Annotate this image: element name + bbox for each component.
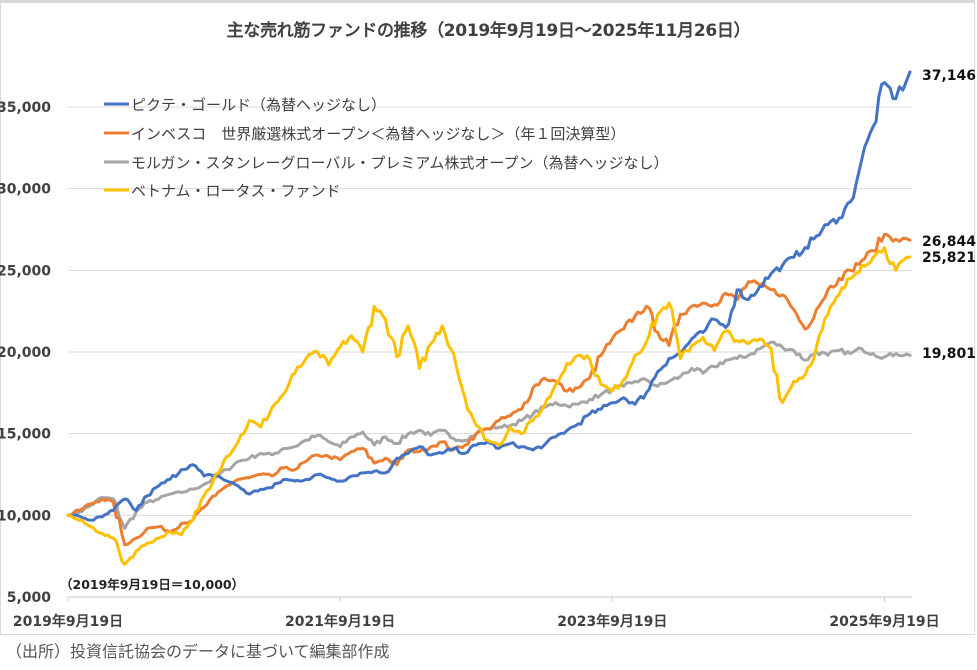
- end-value-label: 37,146: [922, 68, 976, 84]
- y-tick-label: 35,000: [0, 100, 51, 116]
- series-lines: [66, 70, 912, 566]
- y-axis-ticks: 5,000 10,000 15,000 20,000 25,000 30,000 35,00…: [0, 100, 51, 606]
- legend-entry: ベトナム・ロータス・ファンド: [131, 182, 341, 200]
- base-value-annotation: （2019年9月19日＝10,000）: [60, 577, 244, 592]
- legend-entry: モルガン・スタンレーグローバル・プレミアム株式オープン（為替ヘッジなし）: [131, 154, 668, 172]
- x-tick-label: 2021年9月19日: [285, 613, 395, 630]
- series-line-1: [66, 232, 912, 547]
- y-tick-label: 30,000: [0, 182, 51, 198]
- x-tick-label: 2025年9月19日: [829, 613, 939, 630]
- y-tick-label: 20,000: [0, 345, 51, 361]
- y-tick-label: 25,000: [0, 263, 51, 279]
- legend-entry: インベスコ 世界厳選株式オープン＜為替ヘッジなし＞（年１回決算型）: [131, 125, 625, 143]
- y-tick-label: 15,000: [0, 427, 51, 443]
- x-tick-label: 2023年9月19日: [557, 613, 667, 630]
- y-tick-label: 10,000: [0, 508, 51, 524]
- end-labels: 37,146 26,844 19,801 25,821: [922, 68, 976, 362]
- line-chart: 5,000 10,000 15,000 20,000 25,000 30,000 35,00…: [0, 68, 976, 630]
- legend-entry: ピクテ・ゴールド（為替ヘッジなし）: [131, 96, 386, 114]
- gridlines: [68, 106, 912, 516]
- series-line-2: [66, 340, 912, 530]
- x-axis: 2019年9月19日 2021年9月19日 2023年9月19日 2025年9月19日: [13, 596, 940, 630]
- end-value-label: 19,801: [922, 346, 976, 362]
- legend: ピクテ・ゴールド（為替ヘッジなし） インベスコ 世界厳選株式オープン＜為替ヘッジな…: [104, 96, 668, 200]
- end-value-label: 25,821: [922, 250, 976, 266]
- chart-title: 主な売れ筋ファンドの推移（2019年9月19日～2025年11月26日）: [226, 21, 751, 41]
- y-tick-label: 5,000: [7, 590, 52, 606]
- chart-frame: [0, 0, 975, 635]
- series-line-3: [66, 246, 912, 566]
- x-tick-label: 2019年9月19日: [13, 613, 123, 630]
- source-note: （出所）投資信託協会のデータに基づいて編集部作成: [6, 642, 390, 661]
- end-value-label: 26,844: [922, 234, 976, 250]
